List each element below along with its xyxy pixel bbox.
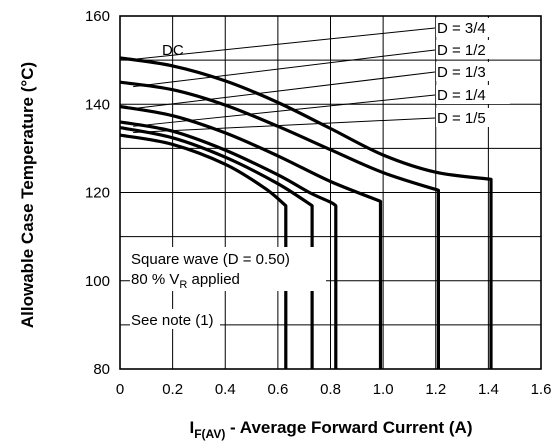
- series-line: [119, 133, 288, 369]
- x-tick-label: 0.4: [215, 381, 236, 398]
- x-tick-label: 0.6: [267, 381, 288, 398]
- x-tick-label: 1.4: [478, 381, 499, 398]
- x-tick-label: 0.2: [162, 381, 183, 398]
- y-tick-label: 100: [85, 273, 110, 290]
- x-tick-label: 1.0: [373, 381, 394, 398]
- series-label: D = 1/5: [437, 110, 486, 127]
- x-tick-label: 1.2: [425, 381, 446, 398]
- series-label: DC: [162, 42, 184, 59]
- series-label: D = 1/3: [437, 64, 486, 81]
- x-tick-label: 0: [116, 381, 124, 398]
- labels: 0 0.2 0.4 0.6 0.8 1.0 1.2 1.4 1.6 80 100 120 140 160 D…: [85, 8, 551, 398]
- series-line: [119, 80, 440, 369]
- curves: [119, 56, 493, 369]
- x-tick-label: 0.8: [320, 381, 341, 398]
- series-line: [119, 120, 338, 369]
- legend-leader-line: [133, 94, 436, 127]
- legend-leaders: [125, 27, 436, 133]
- series-line: [119, 56, 493, 369]
- square-wave-annotation: Square wave (D = 0.50): [131, 251, 290, 268]
- legend-leader-line: [125, 27, 436, 61]
- plot-frame: [119, 15, 542, 370]
- legend-leader-line: [133, 49, 436, 88]
- legend-leader-line: [133, 71, 436, 110]
- series-label: D = 1/4: [437, 87, 486, 104]
- series-line: [119, 126, 314, 369]
- series-line: [119, 104, 383, 369]
- legend-leader-line: [133, 117, 436, 133]
- x-axis-label: IF(AV) - Average Forward Current (A): [189, 418, 472, 441]
- y-tick-label: 120: [85, 185, 110, 202]
- y-tick-label: 80: [93, 361, 110, 378]
- series-label: D = 3/4: [437, 20, 486, 37]
- x-tick-label: 1.6: [531, 381, 552, 398]
- vr-annotation: 80 % VR applied: [131, 271, 240, 291]
- y-tick-label: 140: [85, 96, 110, 113]
- y-tick-label: 160: [85, 8, 110, 25]
- series-label: D = 1/2: [437, 42, 486, 59]
- note-annotation: See note (1): [131, 312, 214, 329]
- y-axis-label: Allowable Case Temperature (°C): [18, 62, 37, 328]
